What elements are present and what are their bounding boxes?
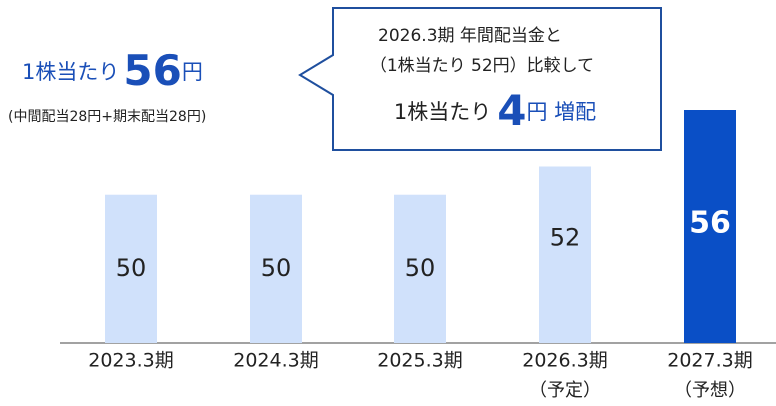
value-label: 52 [550, 224, 581, 252]
callout-box [298, 7, 662, 151]
value-label: 56 [689, 206, 731, 241]
x-tick-label: 2024.3期 [233, 350, 318, 372]
bar [684, 110, 736, 343]
callout-line1: 2026.3期 年間配当金と [378, 26, 562, 46]
x-tick-label: 2025.3期 [377, 350, 462, 372]
callout-unit: 円 増配 [526, 100, 596, 124]
x-tick-label: 2027.3期 [667, 350, 752, 372]
callout-amount: 4 [497, 86, 526, 135]
bar [394, 194, 446, 343]
callout-prefix: 1株当たり [394, 100, 491, 124]
callout-highlight: 1株当たり 4円 増配 [394, 86, 596, 135]
x-tick-note: （予定） [529, 380, 601, 401]
callout-line2: （1株当たり 52円）比較して [370, 56, 594, 76]
bar [105, 194, 157, 343]
headline: 1株当たり56円 [22, 46, 203, 95]
x-tick-label: 2026.3期 [522, 350, 607, 372]
bar [539, 166, 591, 343]
value-label: 50 [405, 254, 436, 282]
bar [250, 194, 302, 343]
value-label: 50 [261, 254, 292, 282]
headline-amount: 56 [123, 46, 181, 95]
headline-note: (中間配当28円+期末配当28円) [8, 109, 206, 125]
headline-unit: 円 [182, 60, 203, 84]
x-tick-note: （予想） [674, 380, 746, 401]
value-label: 50 [116, 254, 147, 282]
x-tick-label: 2023.3期 [88, 350, 173, 372]
headline-prefix: 1株当たり [22, 60, 119, 84]
